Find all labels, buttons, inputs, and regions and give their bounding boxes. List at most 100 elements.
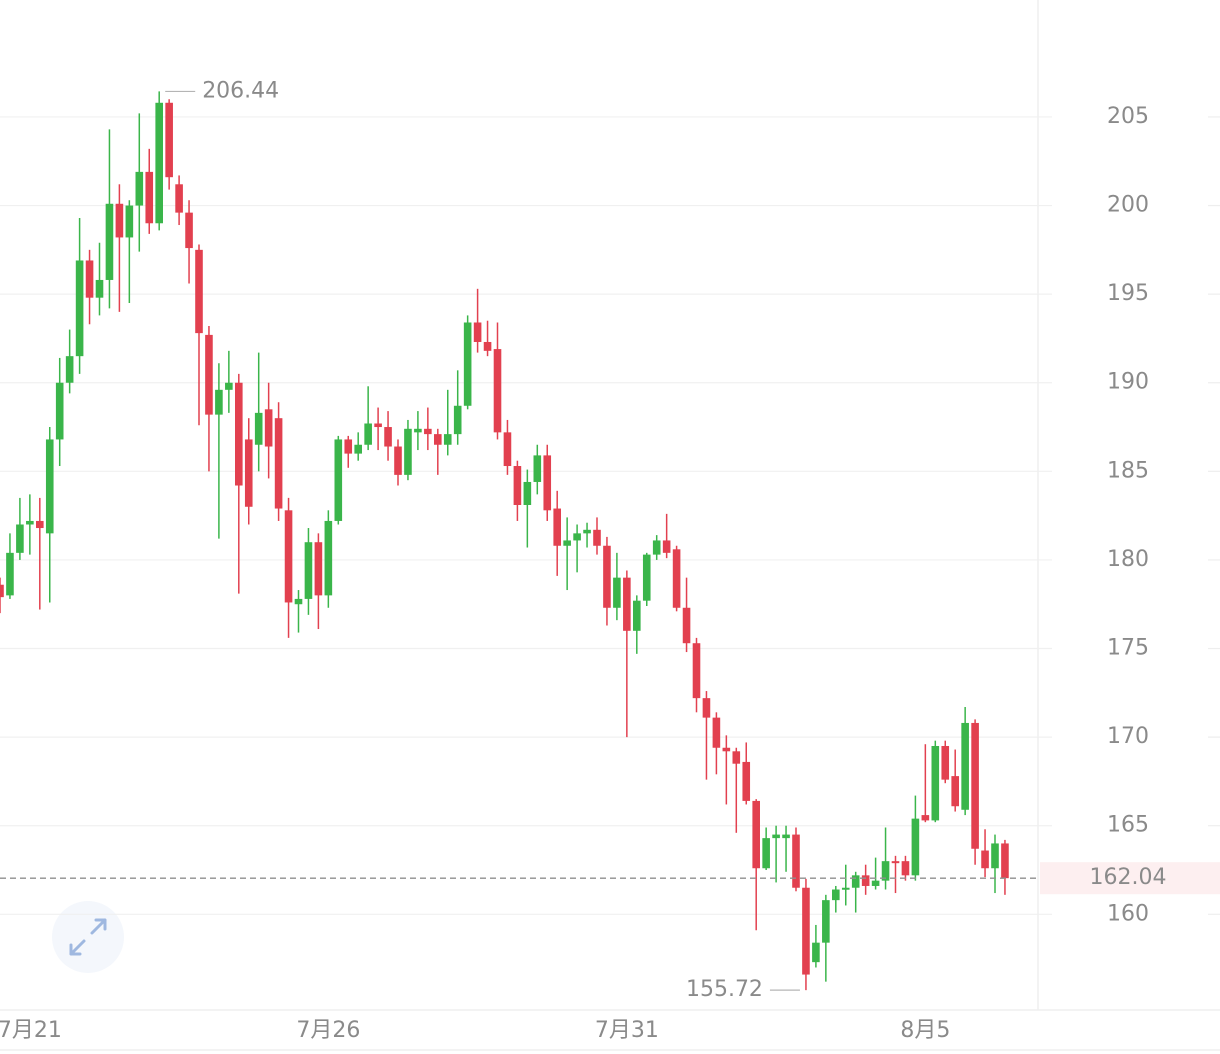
last-price-bg (1040, 862, 1220, 895)
candle-body (851, 875, 860, 888)
candle-body (871, 880, 880, 886)
y-tick-label: 190 (1107, 370, 1149, 395)
candle-body (652, 540, 661, 555)
y-tick-label: 175 (1107, 636, 1149, 661)
x-tick-label: 7月31 (595, 1018, 659, 1043)
candle-body (642, 554, 651, 601)
x-tick-label: 7月21 (0, 1018, 62, 1043)
candle-body (185, 212, 193, 249)
candle-body (702, 698, 711, 718)
candle-body (16, 524, 24, 553)
y-tick-label: 185 (1107, 458, 1149, 483)
candle-body (6, 552, 14, 596)
candle-body (483, 341, 492, 351)
candle-body (931, 745, 940, 821)
candle-body (633, 600, 641, 631)
candle-body (404, 428, 412, 475)
candle-body (384, 427, 392, 447)
candle-body (513, 466, 522, 505)
candle-body (901, 861, 910, 876)
candle-body (304, 542, 313, 599)
candle-body (244, 439, 253, 507)
candle-body (762, 838, 770, 869)
candle-body (344, 439, 353, 454)
candle-body (802, 887, 810, 975)
candle-body (523, 481, 532, 505)
candle-body (394, 446, 402, 475)
candle-body (314, 542, 323, 596)
candle-body (0, 584, 4, 598)
y-tick-label: 160 (1107, 901, 1149, 926)
candle-body (981, 850, 989, 869)
candle-body (951, 776, 959, 807)
expand-button[interactable] (52, 901, 124, 973)
candle-body (503, 432, 512, 467)
candle-body (583, 529, 591, 534)
candle-body (573, 533, 581, 541)
candle-body (732, 751, 741, 764)
candle-body (334, 439, 343, 521)
candle-body (662, 540, 671, 553)
candle-body (712, 717, 721, 748)
candle-body (961, 722, 969, 810)
candle-body (692, 643, 701, 699)
y-tick-label: 180 (1107, 547, 1149, 572)
candle-body (26, 520, 34, 525)
candle-body (374, 423, 382, 428)
candle-body (354, 444, 362, 454)
candle-body (75, 260, 84, 357)
candle-body (742, 761, 751, 801)
candle-body (195, 249, 203, 334)
candle-body (85, 260, 94, 298)
candle-body (95, 279, 104, 298)
candle-body (613, 577, 621, 608)
candle-body (752, 800, 760, 869)
candle-body (324, 520, 333, 596)
candle-body (792, 834, 800, 888)
candle-body (135, 171, 144, 206)
candle-body (881, 861, 890, 881)
candle-body (921, 815, 930, 821)
candle-body (443, 434, 452, 445)
candle-body (115, 203, 124, 238)
candle-body (235, 382, 243, 486)
candle-body (274, 418, 283, 509)
candle-body (861, 875, 870, 886)
candle-body (941, 745, 950, 780)
candle-body (424, 428, 432, 435)
candle-body (453, 405, 462, 435)
candle-body (105, 203, 114, 280)
candle-body (254, 412, 263, 445)
candle-body (65, 356, 74, 383)
x-tick-label: 7月26 (296, 1018, 360, 1043)
candle-body (543, 455, 552, 511)
candle-body (294, 598, 303, 605)
y-tick-label: 170 (1107, 724, 1149, 749)
candle-body (434, 434, 442, 445)
candle-body (782, 834, 790, 839)
expand-bg[interactable] (52, 901, 124, 973)
candle-body (155, 102, 163, 224)
last-price-label: 162.04 (1090, 865, 1167, 890)
x-tick-label: 8月5 (900, 1018, 950, 1043)
candle-body (1001, 843, 1009, 879)
candle-body (215, 389, 223, 415)
candle-body (812, 942, 820, 963)
candle-body (284, 510, 293, 603)
candle-body (36, 520, 44, 529)
high-label: 206.44 (202, 78, 279, 103)
candle-body (911, 818, 920, 876)
candle-body (991, 843, 999, 869)
expand-icon[interactable] (69, 918, 107, 956)
candle-body (722, 747, 731, 752)
candle-body (822, 900, 830, 943)
candle-body (832, 889, 840, 901)
candle-body (672, 549, 681, 608)
candle-body (473, 322, 482, 342)
candle-body (593, 529, 601, 546)
low-label: 155.72 (686, 977, 763, 1002)
candle-body (45, 439, 54, 534)
candle-body (205, 334, 213, 415)
